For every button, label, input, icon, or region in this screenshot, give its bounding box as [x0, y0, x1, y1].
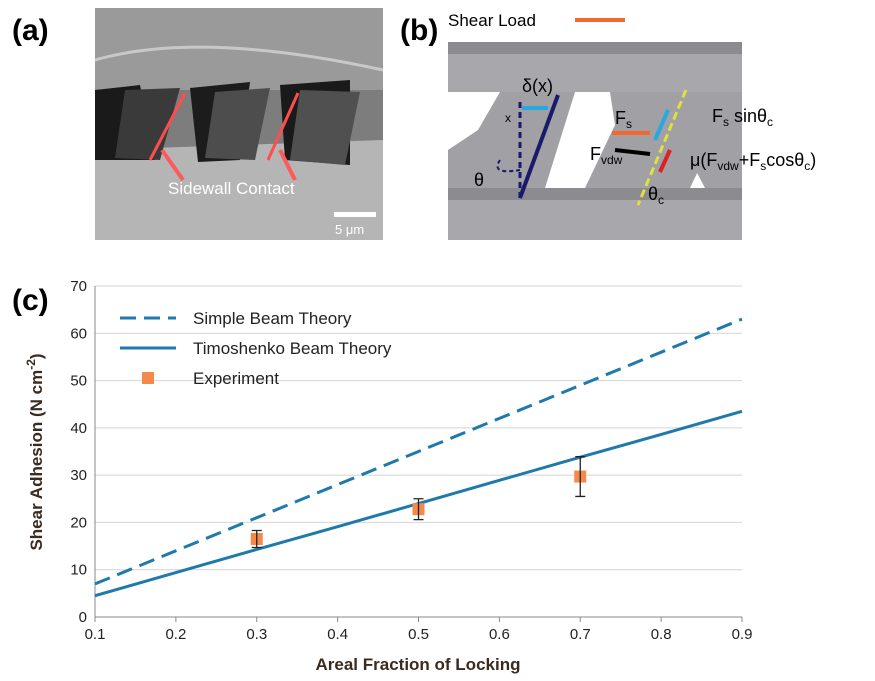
- x-tick-label: 0.8: [651, 626, 672, 643]
- label-part: -2: [24, 359, 38, 370]
- x-tick-label: 0.2: [165, 626, 186, 643]
- label-part: cosθ: [766, 150, 804, 170]
- error-bar: [251, 529, 262, 549]
- x-tick-label: 0.6: [489, 626, 510, 643]
- x-tick-label: 0.1: [85, 626, 106, 643]
- label-part: F: [712, 106, 723, 126]
- x-tick-label: 0.9: [732, 626, 753, 643]
- diagram: [448, 18, 742, 240]
- legend-marker: [142, 372, 154, 384]
- diagram-label: μ(Fvdw+Fscosθc): [690, 150, 816, 173]
- legend-label: Timoshenko Beam Theory: [193, 339, 392, 358]
- legend-label: Simple Beam Theory: [193, 309, 352, 328]
- diagram-label: δ(x): [522, 76, 553, 96]
- diagram-label: Fvdw: [590, 144, 623, 167]
- legend-label: Experiment: [193, 369, 279, 388]
- error-bar: [413, 498, 424, 521]
- y-tick-label: 60: [70, 325, 87, 342]
- y-tick-label: 50: [70, 373, 87, 390]
- y-tick-label: 30: [70, 467, 87, 484]
- x-tick-label: 0.7: [570, 626, 591, 643]
- label-part: Shear Adhesion (N cm: [27, 370, 46, 551]
- label-part: ): [810, 150, 816, 170]
- label-part: vdw: [717, 159, 739, 173]
- label-part: ): [27, 353, 46, 359]
- x-tick-label: 0.5: [408, 626, 429, 643]
- plot: 0 10 20 30 40 50 60 70 0.1 0.2 0.3 0.4 0.5 0.6 0.7 0.8 0…: [70, 278, 752, 643]
- y-axis-title: Shear Adhesion (N cm-2): [24, 353, 46, 550]
- diagram-label: x: [505, 111, 511, 125]
- label-part: F: [590, 144, 601, 164]
- panel-label: (a): [12, 14, 49, 47]
- label-part: s: [760, 159, 766, 173]
- diagram-label: θc: [648, 184, 664, 207]
- label-part: c: [767, 115, 773, 129]
- label-part: θ: [648, 184, 658, 204]
- label-part: s: [723, 115, 729, 129]
- label-part: c: [804, 159, 810, 173]
- y-tick-label: 40: [70, 420, 87, 437]
- y-tick-label: 20: [70, 514, 87, 531]
- y-tick-label: 10: [70, 562, 87, 579]
- label-part: vdw: [601, 153, 623, 167]
- label-part: μ(F: [690, 150, 717, 170]
- line-series: [94, 317, 743, 586]
- label-part: c: [658, 193, 664, 207]
- x-tick-label: 0.3: [246, 626, 267, 643]
- x-axis-title: Areal Fraction of Locking: [316, 655, 521, 674]
- label-part: s: [626, 117, 632, 131]
- label-part: sinθ: [729, 106, 767, 126]
- label-part: F: [615, 108, 626, 128]
- label-part: +F: [739, 150, 761, 170]
- diagram-label: Fs: [615, 108, 632, 131]
- y-tick-label: 70: [70, 278, 87, 295]
- diagram-label: Fs sinθc: [712, 106, 773, 129]
- error-bar: [575, 456, 586, 498]
- x-tick-label: 0.4: [327, 626, 348, 643]
- y-tick-label: 0: [79, 609, 87, 626]
- panel-label: (b): [400, 14, 438, 47]
- sem-image: [94, 8, 384, 240]
- panel-label: (c): [12, 284, 49, 317]
- scale-bar-label: 5 μm: [335, 222, 364, 237]
- annotation: Sidewall Contact: [168, 179, 295, 198]
- diagram-label: Shear Load: [448, 11, 536, 30]
- diagram-label: θ: [474, 170, 484, 190]
